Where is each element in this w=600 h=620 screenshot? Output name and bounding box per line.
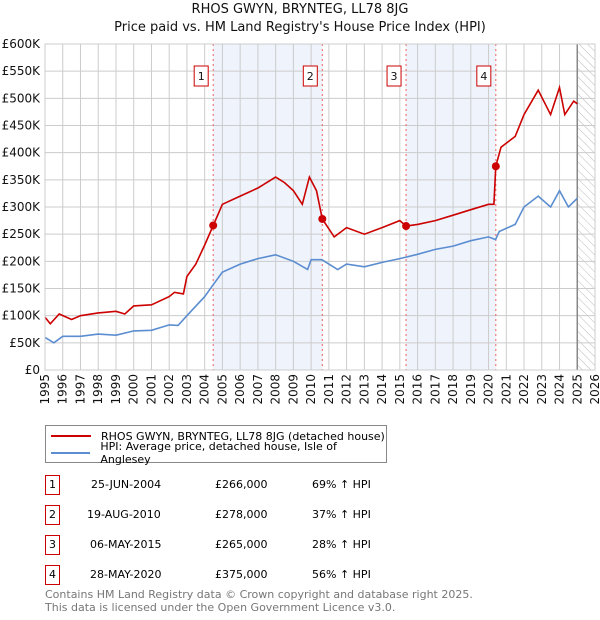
sale-marker-box: [193, 65, 209, 87]
y-tick-label: £500K: [2, 91, 42, 105]
x-tick-label: 2024: [553, 374, 567, 405]
y-tick-label: £300K: [2, 200, 42, 214]
legend: RHOS GWYN, BRYNTEG, LL78 8JG (detached h…: [45, 425, 387, 466]
x-tick-label: 2015: [393, 374, 407, 405]
chart-title: RHOS GWYN, BRYNTEG, LL78 8JG: [191, 2, 409, 17]
sale-price: £265,000: [215, 538, 268, 551]
x-tick-label: 2022: [517, 374, 531, 405]
y-tick-label: £600K: [2, 37, 42, 51]
sale-marker-label: 2: [307, 70, 314, 83]
x-tick-label: 2018: [446, 374, 460, 405]
x-tick-label: 2013: [357, 374, 371, 405]
y-tick-label: £400K: [2, 146, 42, 160]
sale-marker-label: 1: [198, 70, 205, 83]
footer-licence: This data is licensed under the Open Gov…: [45, 601, 396, 614]
y-tick-label: £0: [25, 363, 40, 377]
y-tick-label: £100K: [2, 309, 42, 323]
sale-price: £278,000: [215, 508, 268, 521]
x-tick-label: 2011: [322, 374, 336, 405]
y-tick-label: £450K: [2, 119, 42, 133]
sale-row: 2 19-AUG-2010 £278,000 37% ↑ HPI: [45, 505, 465, 525]
sale-marker-box: [476, 65, 492, 87]
sale-number: 1: [45, 475, 60, 495]
price-chart: 1995 1996 1997 1998 1999 2000 2001 2002 2003 2004…: [2, 37, 600, 405]
y-tick-label: £200K: [2, 254, 42, 268]
legend-blue-swatch: [51, 452, 91, 454]
x-tick-label: 2014: [375, 374, 389, 405]
y-tick-label: £350K: [2, 173, 42, 187]
sale-row: 3 06-MAY-2015 £265,000 28% ↑ HPI: [45, 535, 465, 555]
y-tick-label: £550K: [2, 64, 42, 78]
x-tick-label: 2009: [286, 374, 300, 405]
x-tick-label: 2004: [198, 374, 212, 405]
x-tick-label: 2026: [588, 374, 600, 405]
legend-red-swatch: [51, 435, 91, 437]
x-tick-label: 2017: [428, 374, 442, 405]
y-tick-label: £50K: [9, 336, 41, 350]
sale-marker-label: 4: [480, 70, 487, 83]
sale-marker-box: [386, 65, 402, 87]
plot-border: [44, 43, 596, 371]
sale-price: £375,000: [215, 568, 268, 581]
chart-subtitle: Price paid vs. HM Land Registry's House …: [114, 20, 486, 35]
x-tick-label: 2016: [411, 374, 425, 405]
x-tick-label: 2008: [269, 374, 283, 405]
sale-point: [318, 214, 327, 223]
x-tick-label: 1997: [73, 374, 87, 405]
x-tick-label: 2021: [499, 374, 513, 405]
sale-hpi: 56% ↑ HPI: [312, 568, 371, 581]
sale-marker-label: 3: [391, 70, 398, 83]
sale-price: £266,000: [215, 478, 268, 491]
footer-copyright: Contains HM Land Registry data © Crown c…: [45, 588, 473, 601]
sale-point: [402, 222, 411, 231]
sale-hpi: 69% ↑ HPI: [312, 478, 371, 491]
sale-hpi: 37% ↑ HPI: [312, 508, 371, 521]
x-tick-label: 2003: [180, 374, 194, 405]
x-tick-label: 1996: [56, 374, 70, 405]
sale-date: 06-MAY-2015: [90, 538, 162, 551]
sale-row: 1 25-JUN-2004 £266,000 69% ↑ HPI: [45, 475, 465, 495]
sale-number: 4: [45, 565, 60, 585]
x-tick-label: 2019: [464, 374, 478, 405]
x-tick-label: 2006: [233, 374, 247, 405]
x-tick-label: 2023: [535, 374, 549, 405]
x-tick-label: 1999: [109, 374, 123, 405]
sale-marker-box: [302, 65, 318, 87]
hpi-line: [44, 189, 578, 344]
x-tick-label: 2005: [215, 374, 229, 405]
x-tick-label: 2002: [162, 374, 176, 405]
legend-blue-label: HPI: Average price, detached house, Isle…: [100, 440, 337, 466]
legend-red-label: RHOS GWYN, BRYNTEG, LL78 8JG (detached h…: [101, 429, 385, 443]
x-tick-label: 2020: [482, 374, 496, 405]
x-tick-label: 2010: [304, 374, 318, 405]
x-tick-label: 2012: [340, 374, 354, 405]
y-tick-label: £250K: [2, 227, 42, 241]
sale-date: 28-MAY-2020: [90, 568, 162, 581]
x-tick-label: 2007: [251, 374, 265, 405]
price-paid-line: [44, 84, 578, 326]
sale-row: 4 28-MAY-2020 £375,000 56% ↑ HPI: [45, 565, 465, 585]
sale-number: 3: [45, 535, 60, 555]
x-tick-label: 2001: [144, 374, 158, 405]
x-tick-label: 1995: [38, 374, 52, 405]
x-tick-label: 2000: [127, 374, 141, 405]
sale-date: 19-AUG-2010: [87, 508, 161, 521]
x-tick-label: 1998: [91, 374, 105, 405]
sale-hpi: 28% ↑ HPI: [312, 538, 371, 551]
sale-number: 2: [45, 505, 60, 525]
y-tick-label: £150K: [2, 282, 42, 296]
sale-point: [491, 162, 500, 171]
sale-point: [209, 221, 218, 230]
sale-date: 25-JUN-2004: [91, 478, 162, 491]
footer: Contains HM Land Registry data © Crown c…: [45, 588, 473, 614]
x-tick-label: 2025: [570, 374, 584, 405]
